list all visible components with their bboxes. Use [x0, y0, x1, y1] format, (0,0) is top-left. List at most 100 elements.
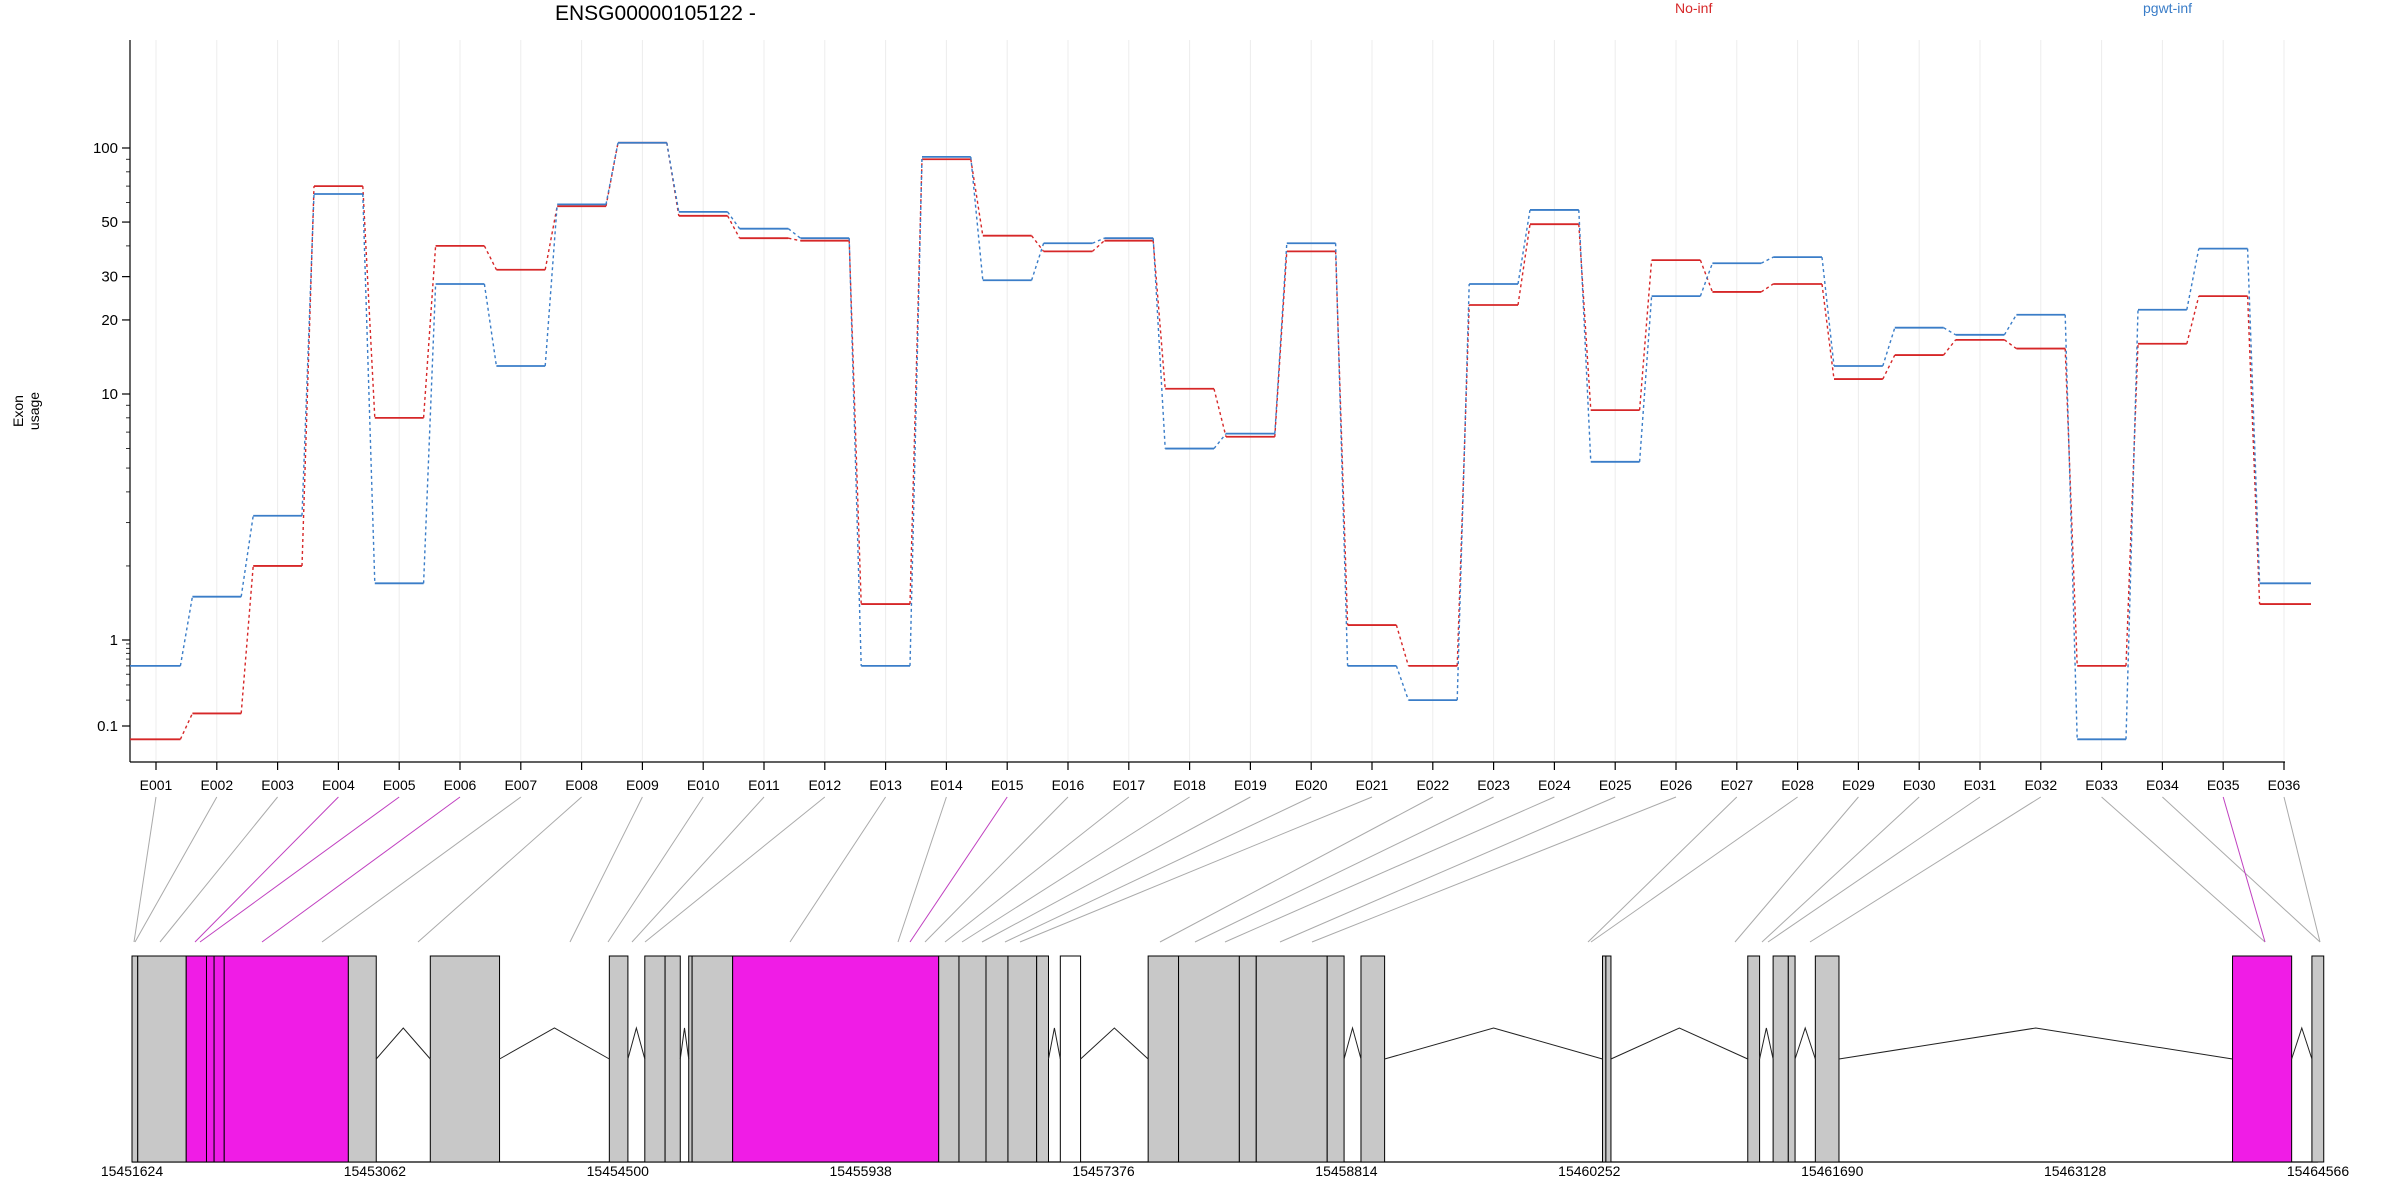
x-tick-label: E030: [1903, 777, 1936, 793]
exon-box: [1255, 955, 1328, 1163]
series-connector: [1395, 624, 1410, 667]
series-connector: [1821, 257, 1835, 367]
exon-box: [1147, 955, 1180, 1163]
exon-link-line: [194, 796, 339, 943]
exon-box: [664, 955, 681, 1163]
exon-link-line: [631, 796, 765, 943]
exon-link-line: [159, 796, 278, 943]
y-tick-label: 50: [101, 214, 118, 231]
series-connector: [1274, 243, 1288, 434]
x-tick-label: E020: [1295, 777, 1328, 793]
exon-box: [1814, 955, 1840, 1163]
y-tick-label: 20: [101, 312, 118, 329]
y-axis-label: Exon usage: [10, 391, 42, 431]
series-connector: [240, 565, 254, 714]
grid-lines: [155, 40, 2285, 760]
intron-line: [1610, 1027, 1748, 1060]
series-No-inf: [130, 141, 2311, 741]
x-tick-label: E005: [383, 777, 416, 793]
genome-tick-label: 15453062: [344, 1163, 407, 1179]
series-connector: [1578, 209, 1592, 462]
series-connector: [483, 283, 498, 367]
series-connector: [544, 206, 558, 270]
genome-tick-label: 15460252: [1558, 1163, 1621, 1179]
series-lines: [130, 141, 2311, 741]
exon-box: [688, 955, 693, 1163]
intron-line: [2291, 1026, 2313, 1060]
x-tick-label: E035: [2207, 777, 2240, 793]
exon-link-line: [1311, 796, 1677, 943]
x-tick-label: E008: [565, 777, 598, 793]
exon-link-line: [199, 796, 400, 943]
series-connector: [727, 211, 741, 230]
series-connector: [179, 596, 194, 667]
series-connector: [240, 515, 254, 597]
series-connector: [2064, 314, 2078, 740]
exon-link-line: [607, 796, 704, 943]
genome-tick-label: 15461690: [1801, 1163, 1864, 1179]
x-tick-label: E029: [1842, 777, 1875, 793]
series-pgwt-inf: [130, 141, 2311, 741]
x-tick-label: E002: [200, 777, 233, 793]
exon-box: [429, 955, 501, 1163]
series-connector: [1091, 240, 1105, 252]
exon-link-line: [924, 796, 1069, 943]
x-tick-label: E036: [2268, 777, 2301, 793]
series-connector: [1882, 354, 1896, 380]
exon-link-line: [1019, 796, 1373, 943]
series-connector: [1760, 256, 1774, 264]
series-connector: [2246, 248, 2261, 584]
series-connector: [1030, 243, 1045, 281]
series-connector: [788, 237, 801, 242]
series-connector: [2186, 248, 2200, 310]
exon-box: [131, 955, 139, 1163]
series-connector: [1699, 263, 1714, 297]
series-connector: [1456, 304, 1470, 666]
x-tick-label: E011: [748, 777, 780, 793]
intron-line: [627, 1026, 646, 1060]
genome-tick-label: 15457376: [1072, 1163, 1135, 1179]
x-tick-label: E032: [2024, 777, 2057, 793]
series-connector: [179, 713, 194, 740]
exon-link-line: [1767, 796, 1981, 943]
y-tick-label: 0.1: [97, 718, 118, 735]
x-tick-label: E028: [1781, 777, 1814, 793]
x-tick-label: E004: [322, 777, 355, 793]
series-connector: [1213, 388, 1227, 437]
exon-link-line: [909, 796, 1008, 943]
series-connector: [1395, 665, 1410, 701]
series-connector: [1334, 243, 1349, 666]
series-connector: [1517, 224, 1531, 306]
exon-link-line: [133, 796, 157, 943]
exon-box: [1602, 955, 1607, 1163]
series-connector: [1334, 251, 1349, 626]
exon-box: [1360, 955, 1386, 1163]
genome-tick-label: 15463128: [2044, 1163, 2107, 1179]
x-tick-label: E001: [140, 777, 173, 793]
exon-link-line: [1590, 796, 1798, 943]
exon-link-line: [2101, 796, 2266, 943]
series-connector: [2186, 295, 2200, 344]
series-connector: [1152, 240, 1166, 389]
intron-line: [1080, 1027, 1149, 1060]
exon-link-line: [134, 796, 218, 943]
exon-box: [347, 955, 377, 1163]
series-connector: [2246, 296, 2261, 605]
x-tick-label: E033: [2085, 777, 2118, 793]
x-tick-label: E025: [1599, 777, 1632, 793]
genome-tick-label: 15455938: [830, 1163, 893, 1179]
series-connector: [666, 142, 680, 212]
exon-box: [223, 955, 349, 1163]
series-connector: [1092, 237, 1105, 244]
series-connector: [362, 186, 376, 418]
x-tick-label: E024: [1538, 777, 1571, 793]
series-connector: [848, 240, 862, 605]
intron-line: [1838, 1027, 2233, 1060]
x-tick-label: E012: [808, 777, 841, 793]
x-tick-label: E006: [444, 777, 477, 793]
series-connector: [1213, 433, 1227, 450]
exon-link-lines: [133, 796, 2321, 943]
x-tick-label: E003: [261, 777, 294, 793]
x-tick-label: E022: [1416, 777, 1449, 793]
